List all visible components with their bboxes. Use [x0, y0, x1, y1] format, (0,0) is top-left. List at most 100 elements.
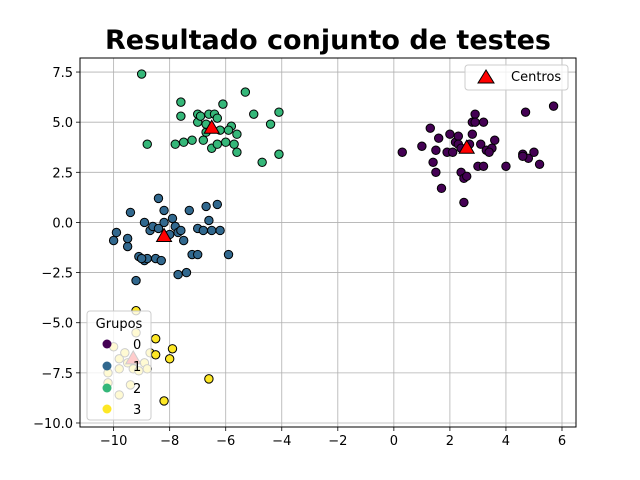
data-point-group-1 — [122, 233, 133, 244]
data-point-group-2 — [229, 139, 239, 149]
data-point-group-1 — [153, 193, 164, 204]
data-point-group-2 — [274, 149, 284, 159]
data-point-group-1 — [176, 225, 186, 236]
centers-legend: Centros — [464, 64, 569, 91]
data-point-group-2 — [249, 109, 259, 119]
y-tick-label: −10.0 — [33, 417, 73, 432]
data-point-group-0 — [459, 197, 469, 208]
data-point-group-1 — [167, 213, 178, 224]
legend-swatch-0 — [102, 339, 112, 349]
data-point-group-1 — [156, 255, 166, 266]
x-tick-label: −6 — [216, 434, 235, 449]
triangle-marker-icon — [477, 69, 495, 84]
data-point-group-0 — [490, 135, 500, 145]
data-point-group-2 — [274, 107, 284, 117]
data-point-group-2 — [221, 137, 231, 147]
data-point-group-0 — [476, 139, 486, 149]
data-point-group-3 — [167, 344, 178, 354]
data-point-group-1 — [139, 217, 150, 228]
data-point-group-1 — [122, 241, 133, 252]
data-point-group-2 — [176, 97, 186, 107]
x-tick-label: −10 — [100, 434, 127, 449]
data-point-group-1 — [192, 249, 203, 260]
data-point-group-2 — [240, 87, 251, 97]
data-point-group-1 — [215, 225, 225, 236]
data-point-group-1 — [159, 217, 169, 228]
data-point-group-1 — [198, 225, 208, 236]
legend-swatch-3 — [102, 404, 112, 414]
data-point-group-2 — [265, 119, 276, 129]
data-point-group-2 — [257, 157, 267, 167]
data-point-group-1 — [108, 235, 119, 246]
groups-legend: Grupos 0 1 2 3 — [86, 310, 152, 421]
data-point-group-2 — [212, 139, 223, 149]
x-tick-label: 4 — [502, 434, 510, 449]
legend-swatch-1 — [102, 361, 112, 371]
data-point-group-0 — [520, 107, 531, 117]
data-point-group-2 — [195, 111, 206, 121]
data-point-group-1 — [207, 225, 217, 236]
data-point-group-1 — [153, 223, 164, 234]
data-point-group-0 — [453, 131, 464, 141]
data-point-group-2 — [136, 69, 147, 79]
x-tick-label: −4 — [272, 434, 291, 449]
data-point-group-2 — [187, 135, 197, 145]
x-tick-label: −8 — [160, 434, 179, 449]
data-point-group-1 — [178, 235, 189, 246]
legend-label-0: 0 — [133, 338, 141, 353]
centers-legend-label: Centros — [511, 70, 561, 85]
chart-title: Resultado conjunto de testes — [105, 25, 551, 56]
plot-frame — [79, 57, 577, 428]
y-tick-label: 7.5 — [52, 66, 73, 81]
groups-legend-title: Grupos — [96, 317, 143, 332]
data-point-group-1 — [131, 275, 141, 286]
data-point-group-0 — [470, 109, 480, 119]
center-marker — [458, 139, 476, 154]
data-point-group-1 — [212, 199, 223, 210]
data-point-group-0 — [431, 167, 441, 178]
data-point-group-2 — [178, 137, 189, 147]
data-point-group-1 — [159, 205, 169, 216]
data-point-group-0 — [397, 147, 407, 157]
data-point-group-0 — [534, 159, 545, 169]
legend-label-3: 3 — [133, 403, 141, 418]
grid-lines — [80, 58, 576, 427]
data-point-group-3 — [164, 354, 175, 364]
legend-label-1: 1 — [133, 360, 141, 375]
center-markers — [124, 119, 476, 365]
centers-legend-box — [464, 64, 569, 91]
data-point-group-0 — [428, 157, 438, 167]
data-point-group-2 — [198, 135, 208, 145]
data-point-group-2 — [170, 139, 180, 149]
x-tick-label: 0 — [390, 434, 398, 449]
data-point-group-1 — [173, 269, 183, 280]
y-tick-label: −2.5 — [41, 267, 73, 282]
data-point-group-0 — [529, 147, 539, 157]
data-point-group-0 — [467, 129, 478, 139]
data-point-group-0 — [518, 151, 528, 161]
data-point-group-1 — [181, 267, 192, 278]
data-point-group-0 — [448, 147, 458, 157]
data-point-group-0 — [436, 183, 447, 194]
y-tick-label: 5.0 — [52, 116, 73, 131]
data-point-group-2 — [142, 139, 152, 149]
data-point-group-0 — [548, 101, 559, 111]
data-point-group-0 — [433, 133, 444, 143]
data-point-group-0 — [417, 141, 427, 151]
x-tick-label: 2 — [446, 434, 454, 449]
data-point-group-0 — [470, 117, 480, 127]
data-point-group-1 — [201, 201, 211, 212]
data-point-group-0 — [425, 123, 435, 133]
data-point-group-0 — [484, 147, 494, 157]
center-marker — [203, 119, 221, 134]
y-tick-label: −5.0 — [41, 317, 73, 332]
legend-swatch-2 — [102, 383, 112, 393]
legend-label-2: 2 — [133, 382, 141, 397]
data-point-group-1 — [125, 207, 136, 218]
data-point-group-3 — [204, 374, 214, 384]
data-point-group-0 — [478, 161, 489, 171]
data-point-group-2 — [218, 99, 228, 109]
y-tick-label: 2.5 — [52, 166, 73, 181]
